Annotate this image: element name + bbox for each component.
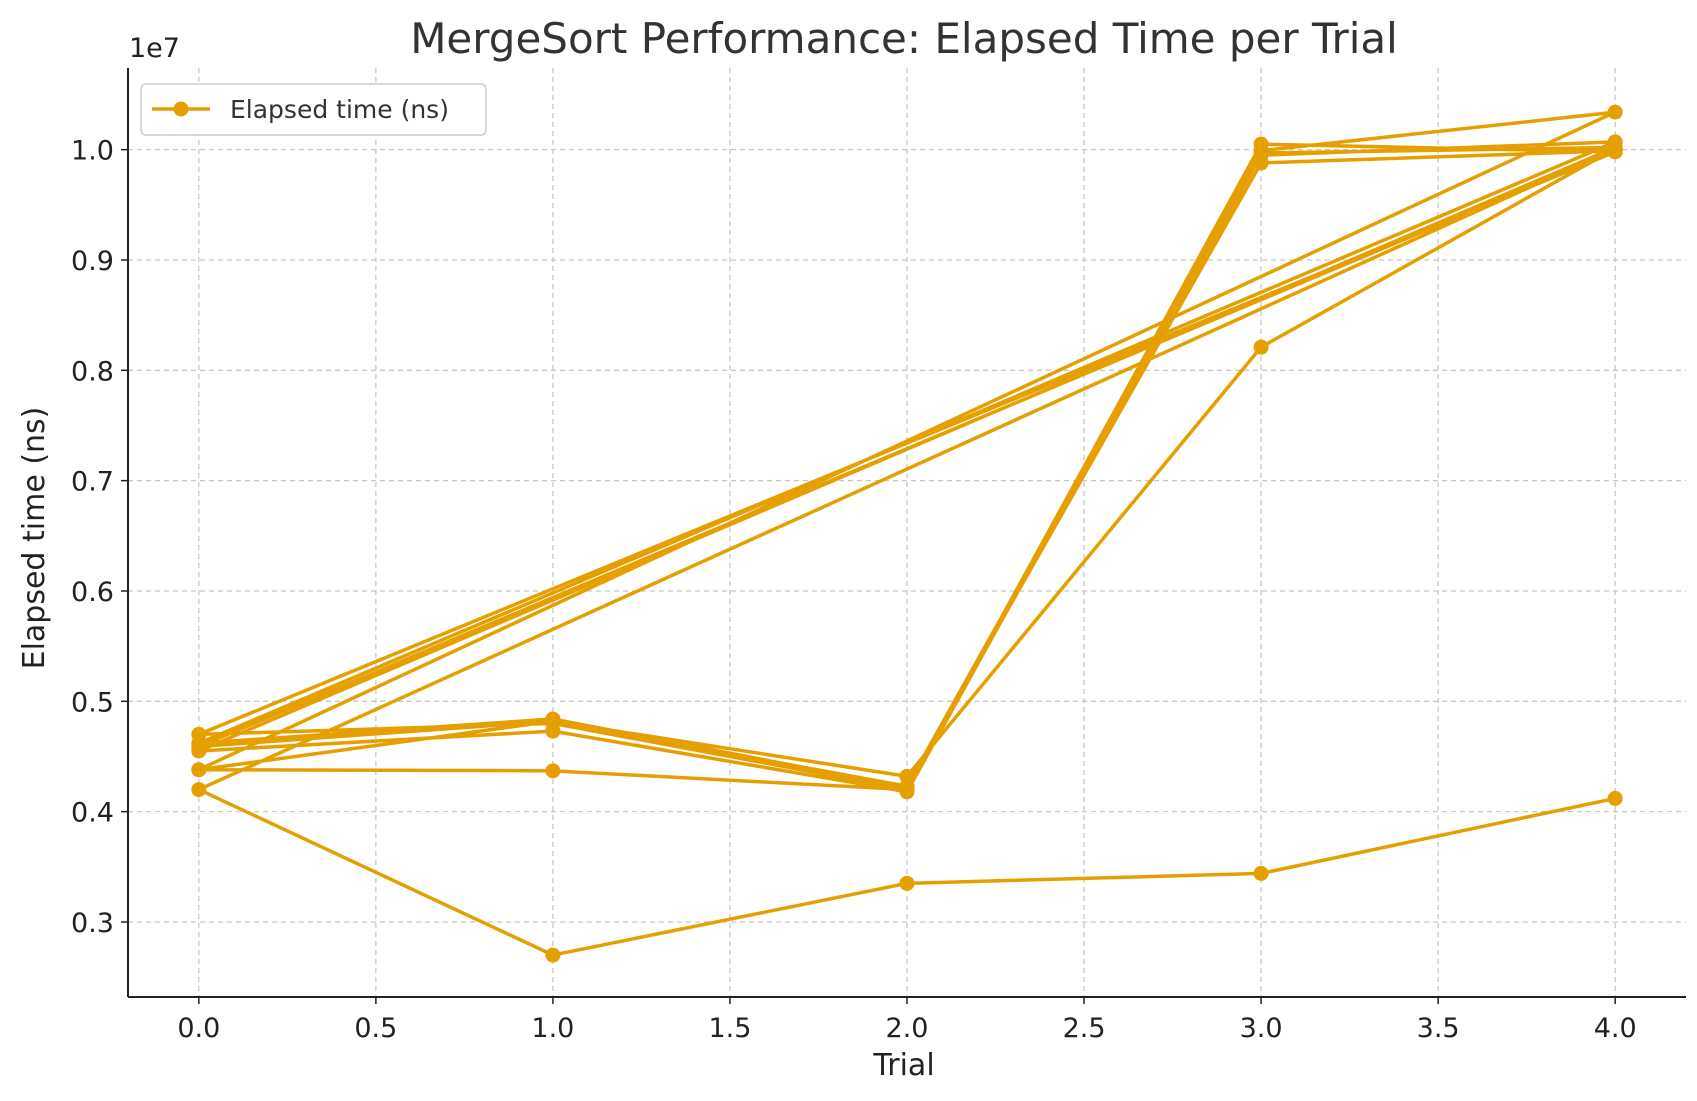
x-tick-label: 2.5 [1063, 1013, 1106, 1044]
y-tick-label: 1.0 [71, 136, 114, 167]
y-tick-label: 0.5 [71, 687, 114, 718]
legend-label: Elapsed time (ns) [230, 95, 449, 124]
data-point [899, 875, 915, 891]
x-tick-label: 1.5 [708, 1013, 751, 1044]
y-axis-label: Elapsed time (ns) [17, 407, 52, 670]
data-point [1253, 865, 1269, 881]
y-tick-label: 0.3 [71, 908, 114, 939]
legend-box [140, 83, 487, 136]
data-point [545, 713, 561, 729]
data-point [191, 782, 207, 798]
x-tick-label: 2.0 [886, 1013, 929, 1044]
x-tick-label: 3.0 [1240, 1013, 1283, 1044]
data-point [1607, 141, 1623, 157]
series-elapsed-time [191, 104, 1623, 963]
data-point [1253, 339, 1269, 355]
chart-title: MergeSort Performance: Elapsed Time per … [410, 14, 1398, 63]
y-tick-label: 0.9 [71, 246, 114, 277]
data-point [545, 763, 561, 779]
x-axis-label: Trial [872, 1048, 934, 1083]
legend-marker-swatch [173, 101, 189, 117]
legend: Elapsed time (ns) [140, 83, 487, 136]
x-tick-label: 0.0 [177, 1013, 220, 1044]
x-tick-label: 1.0 [531, 1013, 574, 1044]
x-tick-label: 0.5 [354, 1013, 397, 1044]
data-point [191, 762, 207, 778]
data-point [191, 743, 207, 759]
y-offset-label: 1e7 [129, 33, 180, 64]
y-tick-label: 0.8 [71, 356, 114, 387]
x-tick-label: 4.0 [1594, 1013, 1637, 1044]
y-tick-label: 0.6 [71, 577, 114, 608]
x-tick-label: 3.5 [1417, 1013, 1460, 1044]
y-tick-label: 0.4 [71, 798, 114, 829]
data-point [899, 768, 915, 784]
data-point [545, 947, 561, 963]
data-point [1607, 104, 1623, 120]
y-tick-label: 0.7 [71, 467, 114, 498]
data-point [1607, 790, 1623, 806]
data-point [899, 784, 915, 800]
data-point [1253, 143, 1269, 159]
ticks: 0.0 0.5 1.0 1.5 2.0 2.5 3.0 3.5 4.0 0.3 0.4 0.5 0.6 0… [71, 136, 1637, 1044]
